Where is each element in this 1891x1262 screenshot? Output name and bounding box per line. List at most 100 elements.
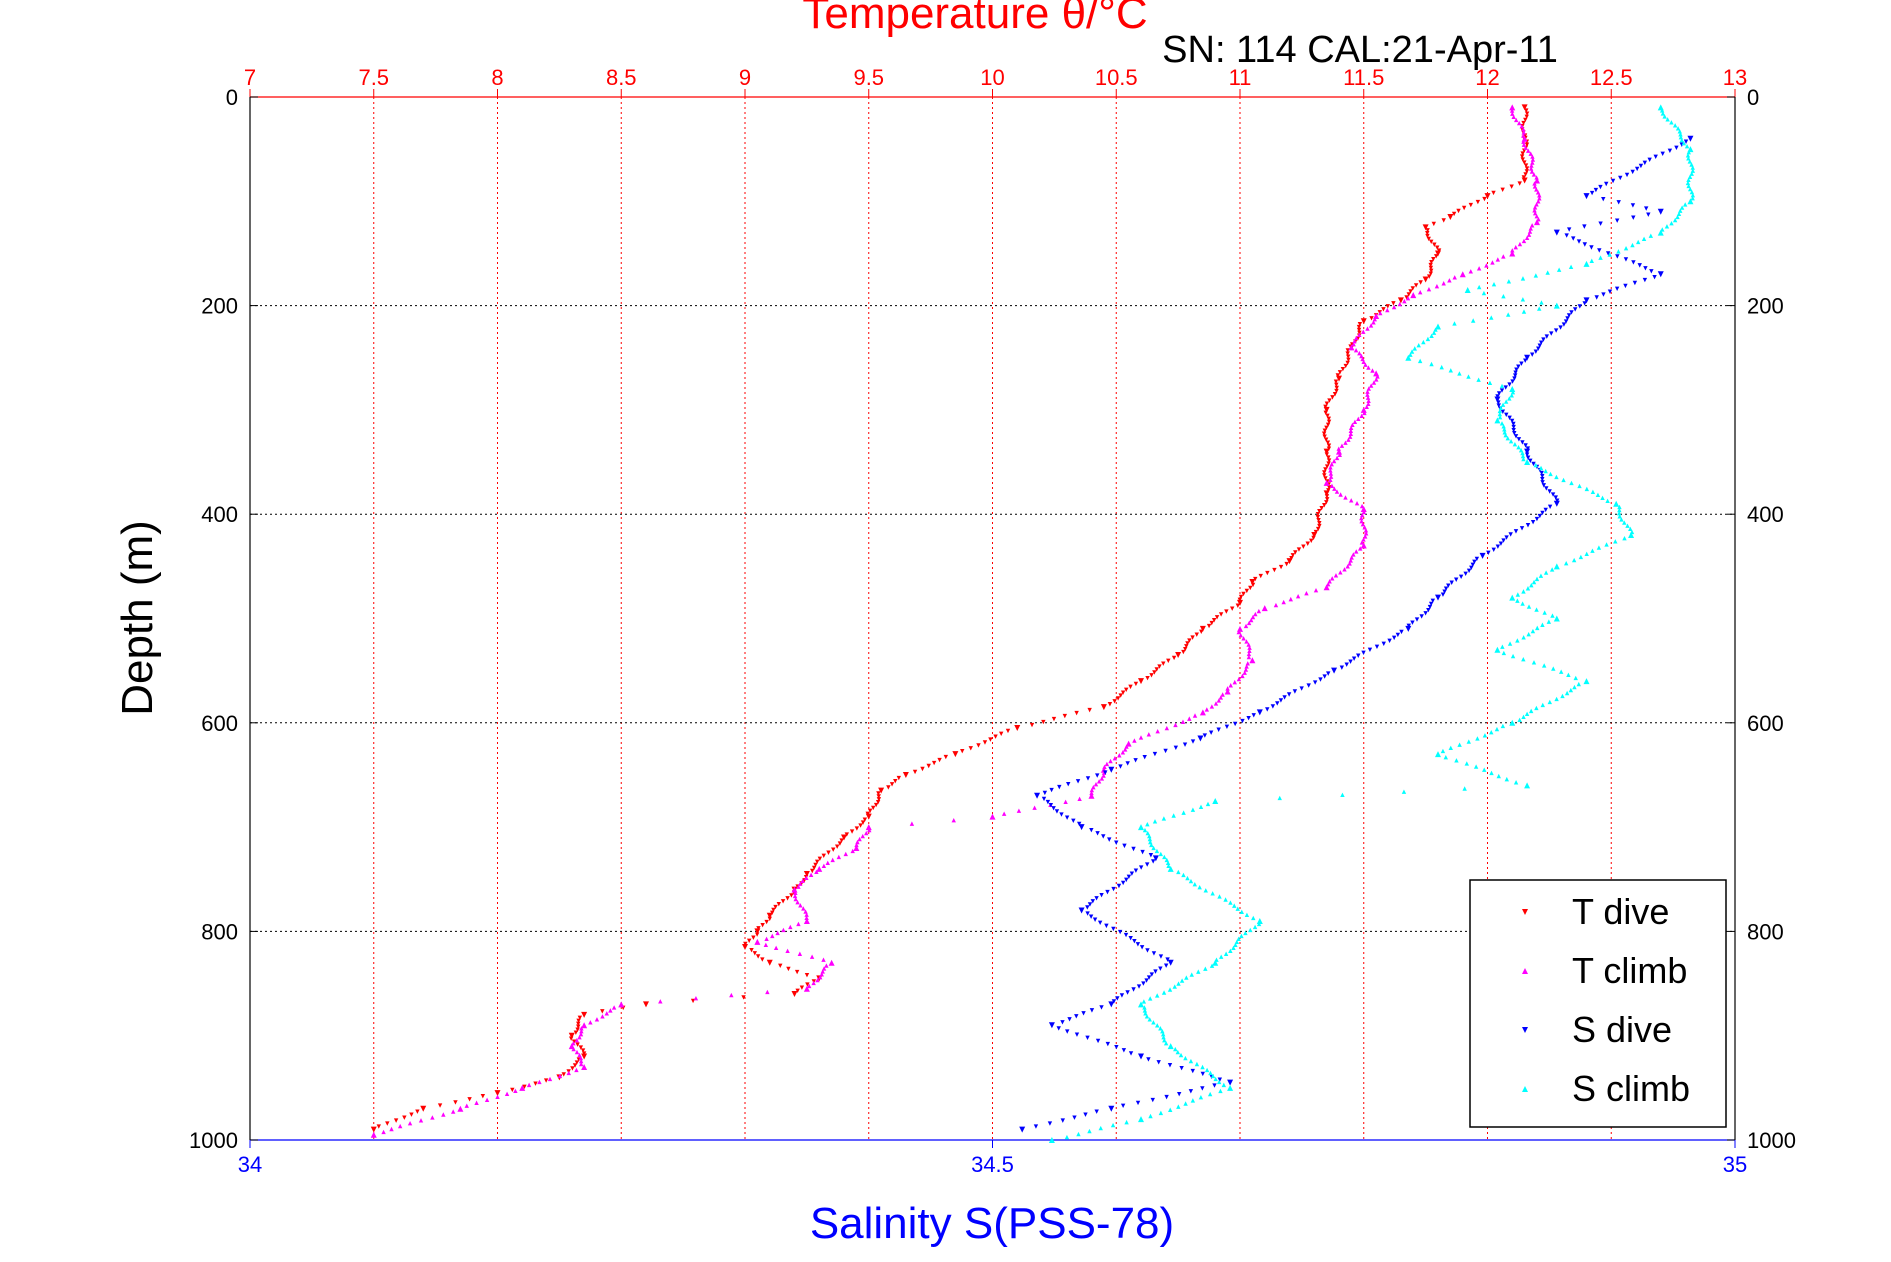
trace-marker xyxy=(1181,649,1186,655)
trace-marker xyxy=(1326,419,1332,425)
data-point xyxy=(1410,292,1417,299)
trace-marker xyxy=(1619,517,1624,522)
trace-marker xyxy=(1523,443,1528,448)
trace-marker xyxy=(1128,935,1133,941)
trace-marker xyxy=(1686,156,1691,161)
trace-marker xyxy=(1676,211,1682,217)
trace-marker xyxy=(1132,939,1137,944)
trace-marker xyxy=(1516,444,1521,450)
data-point xyxy=(1138,678,1144,685)
trace-marker xyxy=(1247,645,1252,650)
trace-marker xyxy=(1566,227,1572,232)
trace-marker xyxy=(1550,613,1555,618)
trace-marker xyxy=(1238,594,1244,600)
data-point xyxy=(1360,318,1367,325)
trace-marker xyxy=(1148,853,1154,858)
trace-marker xyxy=(1258,573,1263,579)
trace-marker xyxy=(1540,480,1545,485)
trace-marker xyxy=(767,916,772,922)
trace-marker xyxy=(1659,108,1665,113)
trace-marker xyxy=(1544,486,1549,491)
trace-marker xyxy=(1688,186,1693,192)
data-point xyxy=(1336,375,1342,382)
trace-marker xyxy=(1126,874,1132,879)
trace-marker xyxy=(1346,437,1351,442)
trace-marker xyxy=(1317,509,1322,514)
trace-marker xyxy=(1523,172,1528,177)
trace-marker xyxy=(1176,1104,1181,1109)
trace-marker xyxy=(1672,123,1678,128)
trace-marker xyxy=(1363,534,1368,539)
trace-marker xyxy=(1171,655,1177,661)
trace-marker xyxy=(1313,529,1319,535)
trace-marker xyxy=(976,743,981,748)
trace-marker xyxy=(1236,629,1241,635)
trace-marker xyxy=(729,992,734,998)
trace-marker xyxy=(402,1115,407,1120)
trace-marker xyxy=(1117,929,1123,935)
trace-marker xyxy=(1111,886,1116,892)
chart-title: Temperature θ/°C xyxy=(802,0,1147,38)
trace-marker xyxy=(1288,596,1293,602)
trace-marker xyxy=(1286,692,1292,697)
trace-marker xyxy=(1097,920,1103,926)
data-point xyxy=(952,751,959,758)
trace-marker xyxy=(1681,140,1687,146)
tick-label-temperature: 10 xyxy=(980,65,1004,90)
trace-marker xyxy=(814,869,819,874)
data-point xyxy=(1553,302,1560,309)
data-point xyxy=(1152,855,1159,862)
trace-marker xyxy=(1154,667,1159,672)
trace-marker xyxy=(1589,258,1594,263)
trace-marker xyxy=(1532,205,1538,210)
trace-marker xyxy=(1343,440,1348,445)
trace-marker xyxy=(1218,1088,1223,1094)
trace-marker xyxy=(1530,519,1536,525)
data-point xyxy=(1524,459,1531,466)
data-point xyxy=(1509,719,1516,726)
trace-marker xyxy=(1125,990,1130,995)
trace-marker xyxy=(1428,262,1433,268)
trace-marker xyxy=(1371,320,1376,325)
trace-marker xyxy=(1452,321,1457,326)
trace-marker xyxy=(1101,773,1106,778)
trace-marker xyxy=(1509,108,1515,113)
data-point xyxy=(1323,406,1330,413)
trace-marker xyxy=(1345,564,1350,569)
trace-marker xyxy=(1218,695,1224,700)
trace-marker xyxy=(1248,617,1254,623)
trace-marker xyxy=(1161,816,1167,821)
trace-marker xyxy=(1524,711,1530,717)
trace-marker xyxy=(1408,352,1413,357)
trace-marker xyxy=(1176,981,1181,986)
trace-marker xyxy=(1094,1109,1099,1114)
trace-marker xyxy=(1537,343,1542,348)
trace-marker xyxy=(1124,1119,1129,1125)
trace-marker xyxy=(1359,503,1365,509)
trace-marker xyxy=(376,1124,381,1129)
trace-marker xyxy=(1179,978,1185,983)
trace-marker xyxy=(1087,902,1093,907)
trace-marker xyxy=(450,1109,456,1114)
trace-marker xyxy=(1456,208,1461,214)
trace-marker xyxy=(1322,470,1327,475)
trace-marker xyxy=(1616,510,1622,516)
trace-marker xyxy=(862,817,868,822)
data-point xyxy=(1138,824,1144,831)
trace-marker xyxy=(1531,172,1537,177)
tick-label-depth-left: 800 xyxy=(201,919,238,944)
trace-marker xyxy=(1605,251,1611,256)
trace-marker xyxy=(858,823,863,828)
trace-marker xyxy=(1223,897,1228,902)
trace-marker xyxy=(1140,849,1145,855)
trace-marker xyxy=(510,1087,515,1093)
tick-label-temperature: 11.5 xyxy=(1343,65,1384,90)
trace-marker xyxy=(821,966,827,971)
trace-marker xyxy=(1203,966,1208,971)
trace-marker xyxy=(1147,1017,1152,1022)
trace-marker xyxy=(1197,885,1202,890)
trace-marker xyxy=(1641,236,1647,242)
trace-marker xyxy=(811,980,816,986)
trace-marker xyxy=(441,1112,446,1117)
trace-marker xyxy=(1322,473,1327,478)
